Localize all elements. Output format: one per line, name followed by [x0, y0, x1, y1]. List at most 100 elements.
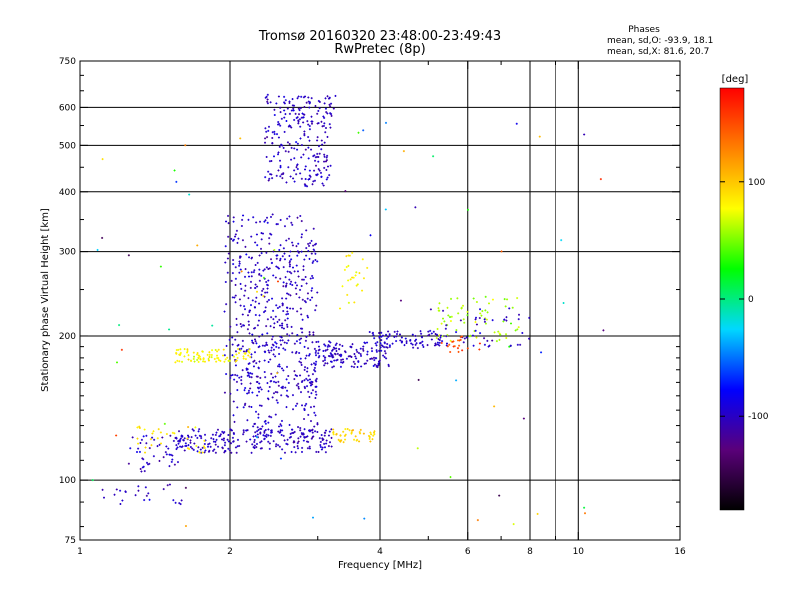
- data-point: [310, 120, 313, 123]
- data-point: [313, 368, 316, 371]
- data-point: [226, 438, 229, 441]
- data-point: [411, 333, 414, 336]
- data-point: [345, 266, 348, 269]
- data-point: [244, 402, 247, 405]
- data-point: [228, 449, 231, 452]
- data-point: [174, 501, 177, 504]
- data-point: [301, 404, 304, 407]
- data-point: [175, 351, 178, 354]
- data-point: [230, 374, 233, 377]
- data-point: [474, 321, 477, 324]
- data-point: [115, 434, 118, 437]
- data-point: [311, 436, 314, 439]
- data-point: [260, 388, 263, 391]
- data-point: [234, 338, 237, 341]
- data-point: [338, 343, 341, 346]
- data-point: [248, 375, 251, 378]
- data-point: [295, 284, 298, 287]
- data-point: [296, 445, 299, 448]
- data-point: [319, 171, 322, 174]
- data-point: [232, 263, 235, 266]
- data-point: [303, 134, 306, 137]
- data-point: [308, 174, 311, 177]
- data-point: [253, 444, 256, 447]
- data-point: [272, 309, 275, 312]
- data-point: [232, 400, 235, 403]
- data-point: [275, 257, 278, 260]
- data-point: [319, 440, 322, 443]
- data-point: [314, 370, 317, 373]
- data-point: [192, 351, 195, 354]
- data-point: [297, 122, 300, 125]
- data-point: [510, 322, 513, 325]
- data-point: [127, 462, 130, 465]
- data-point: [187, 435, 190, 438]
- data-point: [415, 338, 418, 341]
- data-point: [238, 298, 241, 301]
- data-point: [252, 365, 255, 368]
- data-point: [282, 281, 285, 284]
- data-point: [251, 333, 254, 336]
- data-point: [286, 333, 289, 336]
- data-point: [210, 353, 213, 356]
- data-point: [309, 406, 312, 409]
- data-point: [187, 358, 190, 361]
- data-point: [256, 380, 259, 383]
- data-point: [313, 366, 316, 369]
- data-point: [288, 101, 291, 104]
- data-point: [296, 254, 299, 257]
- data-point: [485, 318, 488, 321]
- data-point: [268, 267, 271, 270]
- data-point: [267, 125, 270, 128]
- data-point: [344, 190, 347, 193]
- data-point: [254, 422, 257, 425]
- data-point: [277, 136, 280, 139]
- data-point: [217, 348, 220, 351]
- data-point: [309, 299, 312, 302]
- data-point: [274, 355, 277, 358]
- data-point: [305, 229, 308, 232]
- data-point: [299, 307, 302, 310]
- data-point: [294, 352, 297, 355]
- data-point: [313, 347, 316, 350]
- data-point: [368, 437, 371, 440]
- data-point: [309, 420, 312, 423]
- data-point: [300, 156, 303, 159]
- data-point: [273, 249, 276, 252]
- data-point: [282, 172, 285, 175]
- data-point: [265, 130, 268, 133]
- data-point: [305, 254, 308, 257]
- data-point: [313, 411, 316, 414]
- data-point: [324, 160, 327, 163]
- data-point: [379, 346, 382, 349]
- data-point: [293, 370, 296, 373]
- data-point: [287, 150, 290, 153]
- data-point: [260, 404, 263, 407]
- data-point: [238, 444, 241, 447]
- data-point: [120, 348, 123, 351]
- data-point: [313, 405, 316, 408]
- data-point: [283, 109, 286, 112]
- data-point: [352, 360, 355, 363]
- data-point: [172, 499, 175, 502]
- data-point: [102, 496, 105, 499]
- data-point: [271, 142, 274, 145]
- data-point: [244, 289, 247, 292]
- data-point: [472, 297, 475, 300]
- data-point: [291, 241, 294, 244]
- data-point: [434, 333, 437, 336]
- data-point: [481, 310, 484, 313]
- data-point: [516, 328, 519, 331]
- data-point: [352, 429, 355, 432]
- data-point: [246, 374, 249, 377]
- data-point: [280, 343, 283, 346]
- data-point: [306, 435, 309, 438]
- data-point: [260, 232, 263, 235]
- data-point: [602, 329, 605, 332]
- data-point: [322, 349, 325, 352]
- data-point: [282, 434, 285, 437]
- data-point: [261, 289, 264, 292]
- data-point: [355, 439, 358, 442]
- data-point: [503, 298, 506, 301]
- data-point: [269, 434, 272, 437]
